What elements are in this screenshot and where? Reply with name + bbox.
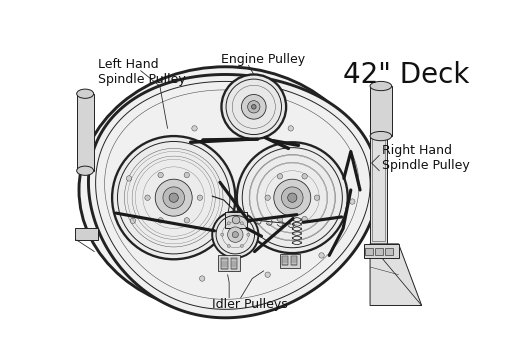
Circle shape bbox=[265, 195, 270, 200]
Ellipse shape bbox=[79, 67, 371, 313]
Circle shape bbox=[277, 216, 282, 222]
Bar bbox=[222, 258, 227, 269]
Circle shape bbox=[227, 227, 243, 242]
Circle shape bbox=[184, 218, 189, 223]
Circle shape bbox=[232, 216, 240, 224]
Bar bbox=[77, 94, 94, 171]
Circle shape bbox=[274, 179, 311, 216]
Circle shape bbox=[277, 174, 282, 179]
Circle shape bbox=[212, 211, 258, 258]
Circle shape bbox=[237, 142, 348, 253]
Bar bbox=[218, 256, 240, 271]
Circle shape bbox=[240, 245, 243, 248]
Circle shape bbox=[197, 195, 203, 200]
Circle shape bbox=[227, 245, 230, 248]
Circle shape bbox=[240, 222, 243, 225]
Circle shape bbox=[221, 233, 224, 236]
Bar bbox=[370, 94, 387, 244]
Circle shape bbox=[314, 195, 320, 200]
Circle shape bbox=[112, 136, 235, 259]
Bar bbox=[280, 254, 300, 268]
Circle shape bbox=[145, 195, 150, 200]
Ellipse shape bbox=[370, 131, 391, 141]
Ellipse shape bbox=[77, 89, 94, 98]
Bar bbox=[364, 244, 398, 258]
Circle shape bbox=[155, 179, 192, 216]
Bar bbox=[366, 248, 373, 256]
Circle shape bbox=[247, 233, 250, 236]
Circle shape bbox=[126, 176, 132, 181]
Circle shape bbox=[248, 101, 260, 113]
Ellipse shape bbox=[370, 82, 391, 91]
Circle shape bbox=[184, 172, 189, 178]
Circle shape bbox=[350, 199, 355, 204]
Text: Right Hand
Spindle Pulley: Right Hand Spindle Pulley bbox=[381, 144, 469, 172]
Polygon shape bbox=[370, 244, 422, 305]
Circle shape bbox=[130, 218, 135, 223]
Bar bbox=[225, 211, 247, 229]
Circle shape bbox=[265, 272, 270, 277]
Polygon shape bbox=[88, 75, 378, 318]
Circle shape bbox=[232, 232, 239, 238]
Circle shape bbox=[251, 104, 256, 109]
Circle shape bbox=[241, 95, 266, 119]
Bar bbox=[282, 256, 288, 265]
Circle shape bbox=[163, 187, 185, 209]
Circle shape bbox=[281, 187, 303, 209]
Bar bbox=[386, 248, 393, 256]
Bar bbox=[75, 229, 98, 240]
Text: Idler Pulleys: Idler Pulleys bbox=[212, 298, 288, 311]
Text: Engine Pulley: Engine Pulley bbox=[222, 53, 306, 66]
Ellipse shape bbox=[77, 166, 94, 175]
Bar bbox=[291, 256, 297, 265]
Bar bbox=[370, 86, 391, 136]
Circle shape bbox=[169, 193, 178, 202]
Text: 42" Deck: 42" Deck bbox=[343, 61, 469, 88]
Circle shape bbox=[227, 222, 230, 225]
Bar bbox=[372, 96, 385, 241]
Circle shape bbox=[288, 126, 294, 131]
Circle shape bbox=[302, 216, 307, 222]
Circle shape bbox=[192, 126, 197, 131]
Circle shape bbox=[319, 253, 324, 258]
Circle shape bbox=[302, 174, 307, 179]
Circle shape bbox=[199, 276, 205, 281]
Circle shape bbox=[158, 218, 163, 223]
Circle shape bbox=[288, 193, 297, 202]
Bar bbox=[231, 258, 237, 269]
Circle shape bbox=[222, 75, 286, 139]
Text: Left Hand
Spindle Pulley: Left Hand Spindle Pulley bbox=[98, 58, 186, 86]
Circle shape bbox=[158, 172, 163, 178]
Bar bbox=[376, 248, 383, 256]
